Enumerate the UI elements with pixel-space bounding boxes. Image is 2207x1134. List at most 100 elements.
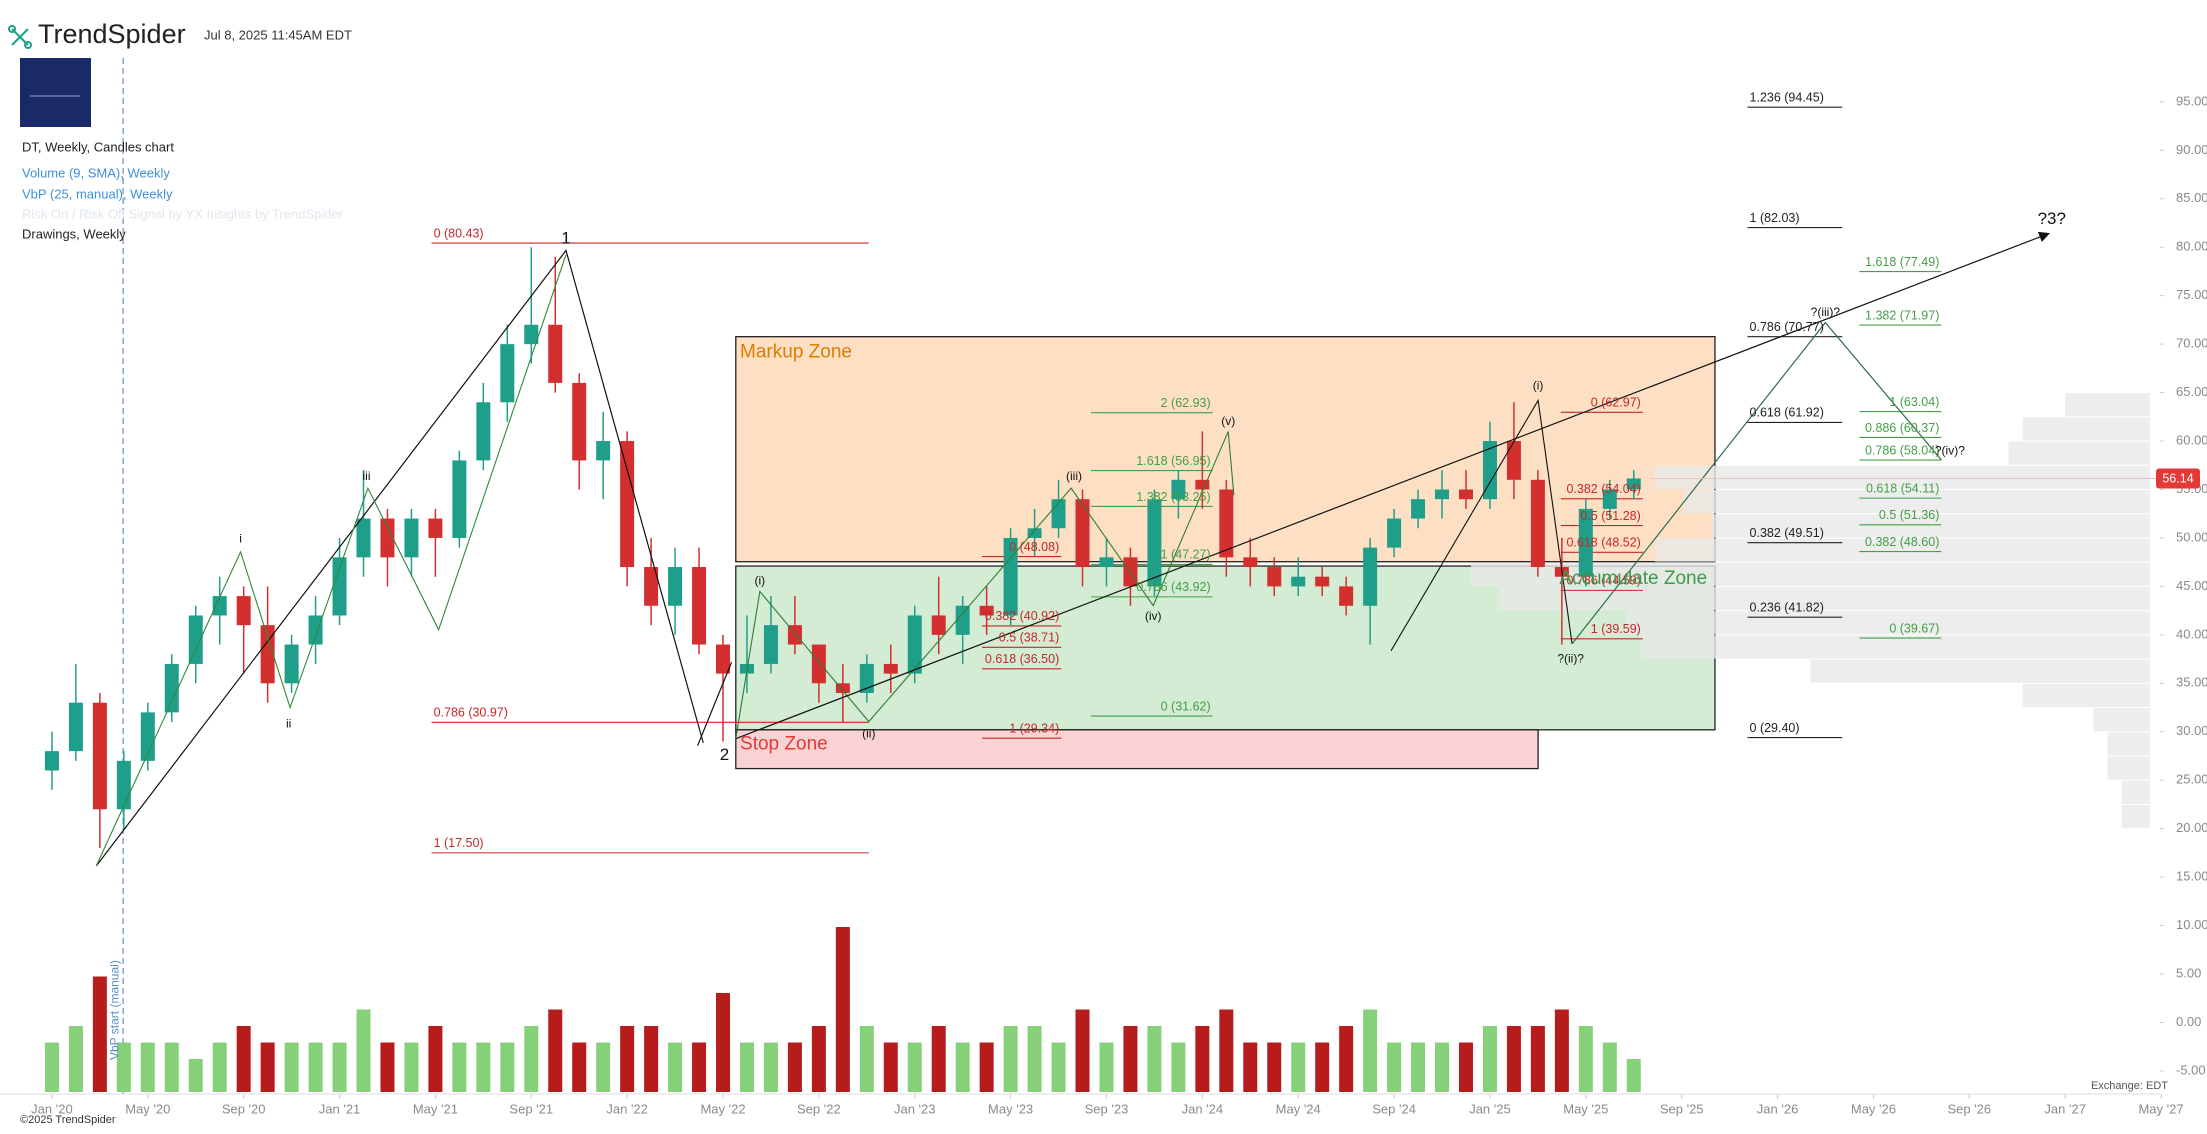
candle-body — [164, 663, 179, 713]
wave-label: (i) — [755, 574, 766, 588]
volume-bar — [308, 1042, 323, 1092]
vbp-bar — [1683, 489, 2150, 514]
candle-body — [692, 567, 707, 645]
candle-body — [428, 518, 443, 538]
vbp-bar — [1654, 465, 2150, 489]
x-tick-label: May '21 — [413, 1101, 458, 1116]
y-tick-label: 10.00 — [2176, 917, 2207, 932]
candle-body — [883, 663, 898, 674]
volume-bar — [212, 1042, 227, 1092]
fib-label: 0.786 (43.92) — [1136, 580, 1210, 594]
volume-bar — [428, 1026, 443, 1092]
fib-label: 0.236 (41.82) — [1750, 601, 1824, 615]
candle-body — [572, 382, 587, 461]
volume-bar — [68, 1026, 83, 1092]
candle-body — [596, 441, 611, 461]
last-price-label: 56.14 — [2162, 472, 2193, 486]
volume-bar — [979, 1042, 994, 1092]
volume-bar — [188, 1059, 203, 1092]
vbp-start-label: VbP start (manual) — [107, 960, 121, 1060]
wave-line — [1571, 321, 1942, 645]
fib-label: 0.786 (58.04) — [1865, 443, 1939, 457]
fib-label: 0.5 (51.28) — [1580, 509, 1640, 523]
y-tick-label: 30.00 — [2176, 723, 2207, 738]
vbp-bar — [1471, 562, 2150, 586]
volume-bar — [356, 1009, 371, 1092]
candle-body — [308, 615, 323, 645]
wave-label: iii — [362, 469, 370, 483]
candle-body — [92, 702, 107, 810]
brand: TrendSpider — [38, 19, 186, 49]
candle-body — [907, 615, 922, 674]
zone-label: Stop Zone — [740, 733, 828, 754]
candle-body — [620, 441, 635, 568]
candle-body — [1219, 489, 1234, 558]
x-tick-label: May '24 — [1276, 1101, 1321, 1116]
x-tick-label: Sep '20 — [222, 1101, 266, 1116]
y-tick-label: 60.00 — [2176, 432, 2207, 447]
fib-label: 0 (62.97) — [1591, 396, 1641, 410]
x-tick-label: Sep '23 — [1085, 1101, 1129, 1116]
volume-bar — [811, 1026, 826, 1092]
fib-label: 0.786 (44.59) — [1566, 574, 1640, 588]
volume-bar — [1411, 1042, 1426, 1092]
vbp-bar — [2107, 756, 2150, 780]
volume-bar — [1027, 1026, 1042, 1092]
wave-line — [95, 254, 567, 867]
volume-bar — [1626, 1059, 1641, 1092]
candle-body — [835, 683, 850, 693]
candle-body — [763, 625, 778, 664]
candle-body — [1027, 528, 1042, 538]
fib-label: 1 (82.03) — [1750, 211, 1800, 225]
volume-bar — [1602, 1042, 1617, 1092]
volume-bar — [596, 1042, 611, 1092]
volume-bar — [1195, 1026, 1210, 1092]
volume-bar — [260, 1042, 275, 1092]
wave-label: ?(ii)? — [1557, 652, 1584, 666]
x-tick-label: Sep '22 — [797, 1101, 841, 1116]
fib-label: 0.618 (48.52) — [1566, 536, 1640, 550]
ticker-logo — [20, 58, 91, 127]
fib-label: 1 (63.04) — [1889, 395, 1939, 409]
fib-label: 1 (29.34) — [1009, 721, 1059, 735]
vbp-bar — [1711, 514, 2150, 538]
vbp-bar — [2022, 683, 2150, 708]
volume-bar — [739, 1042, 754, 1092]
wave-line — [735, 431, 1235, 739]
volume-bar — [1003, 1026, 1018, 1092]
volume-bar — [620, 1026, 635, 1092]
volume-bar — [1171, 1042, 1186, 1092]
volume-bar — [1482, 1026, 1497, 1092]
fib-label: 0.382 (54.04) — [1566, 482, 1640, 496]
y-tick-label: 15.00 — [2176, 869, 2207, 884]
y-tick-label: 85.00 — [2176, 190, 2207, 205]
x-tick-label: May '22 — [700, 1101, 745, 1116]
volume-bar — [1578, 1026, 1593, 1092]
y-tick-label: -5.00 — [2176, 1062, 2206, 1077]
candle-body — [188, 615, 203, 664]
x-tick-label: Jan '21 — [319, 1101, 361, 1116]
fib-label: 0 (48.08) — [1009, 540, 1059, 554]
fib-label: 0.786 (30.97) — [434, 706, 508, 720]
vbp-bar — [1654, 538, 2150, 562]
candle-body — [476, 402, 491, 461]
x-tick-label: May '26 — [1851, 1101, 1896, 1116]
logo-mark — [8, 25, 32, 49]
y-tick-label: 5.00 — [2176, 965, 2201, 980]
x-tick-label: Jan '27 — [2044, 1101, 2086, 1116]
candle-body — [1267, 567, 1282, 587]
candle-body — [1339, 586, 1354, 606]
candle-body — [1387, 518, 1402, 548]
x-tick-label: Sep '21 — [509, 1101, 553, 1116]
candle-body — [1195, 479, 1210, 490]
y-tick-label: 0.00 — [2176, 1014, 2201, 1029]
volume-bar — [835, 927, 850, 1092]
candle-body — [1147, 499, 1162, 587]
fib-label: 0.5 (51.36) — [1879, 508, 1939, 522]
volume-bar — [236, 1026, 251, 1092]
candle-body — [1602, 489, 1617, 509]
wave-label: ?3? — [2038, 209, 2066, 228]
volume-bar — [1458, 1042, 1473, 1092]
